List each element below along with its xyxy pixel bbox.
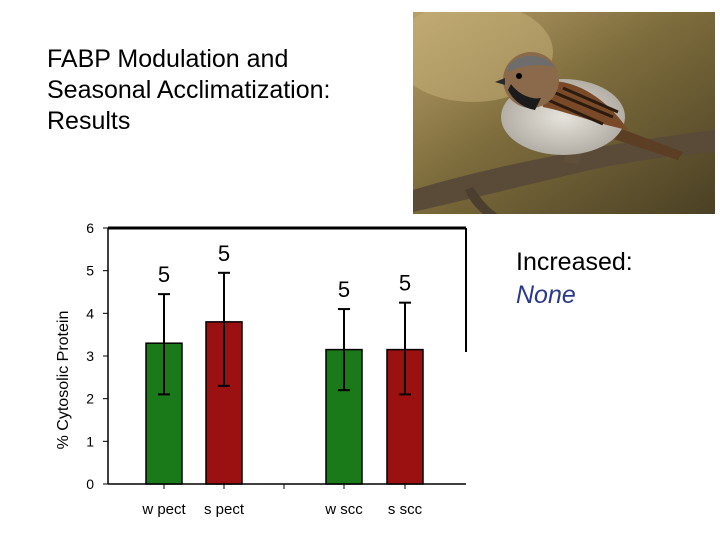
- sample-size-label: 5: [158, 262, 170, 287]
- y-tick-label: 2: [86, 391, 94, 407]
- increased-note: Increased: None: [516, 246, 633, 312]
- sample-size-label: 5: [218, 241, 230, 266]
- sample-size-label: 5: [338, 277, 350, 302]
- y-tick-label: 3: [86, 348, 94, 364]
- x-tick-label: w scc: [324, 501, 363, 518]
- x-tick-label: w pect: [141, 501, 186, 518]
- y-tick-label: 5: [86, 263, 94, 279]
- increased-label: Increased:: [516, 248, 633, 276]
- y-tick-label: 1: [86, 433, 94, 449]
- y-tick-label: 4: [86, 305, 94, 321]
- y-tick-label: 0: [86, 476, 94, 492]
- y-tick-label: 6: [86, 220, 94, 236]
- y-axis-label: % Cytosolic Protein: [55, 311, 72, 450]
- x-tick-label: s pect: [204, 501, 245, 518]
- sparrow-photo: [413, 12, 715, 214]
- x-tick-label: s scc: [388, 501, 423, 518]
- slide-title: FABP Modulation and Seasonal Acclimatiza…: [47, 45, 331, 135]
- sample-size-label: 5: [399, 271, 411, 296]
- increased-value: None: [516, 281, 576, 309]
